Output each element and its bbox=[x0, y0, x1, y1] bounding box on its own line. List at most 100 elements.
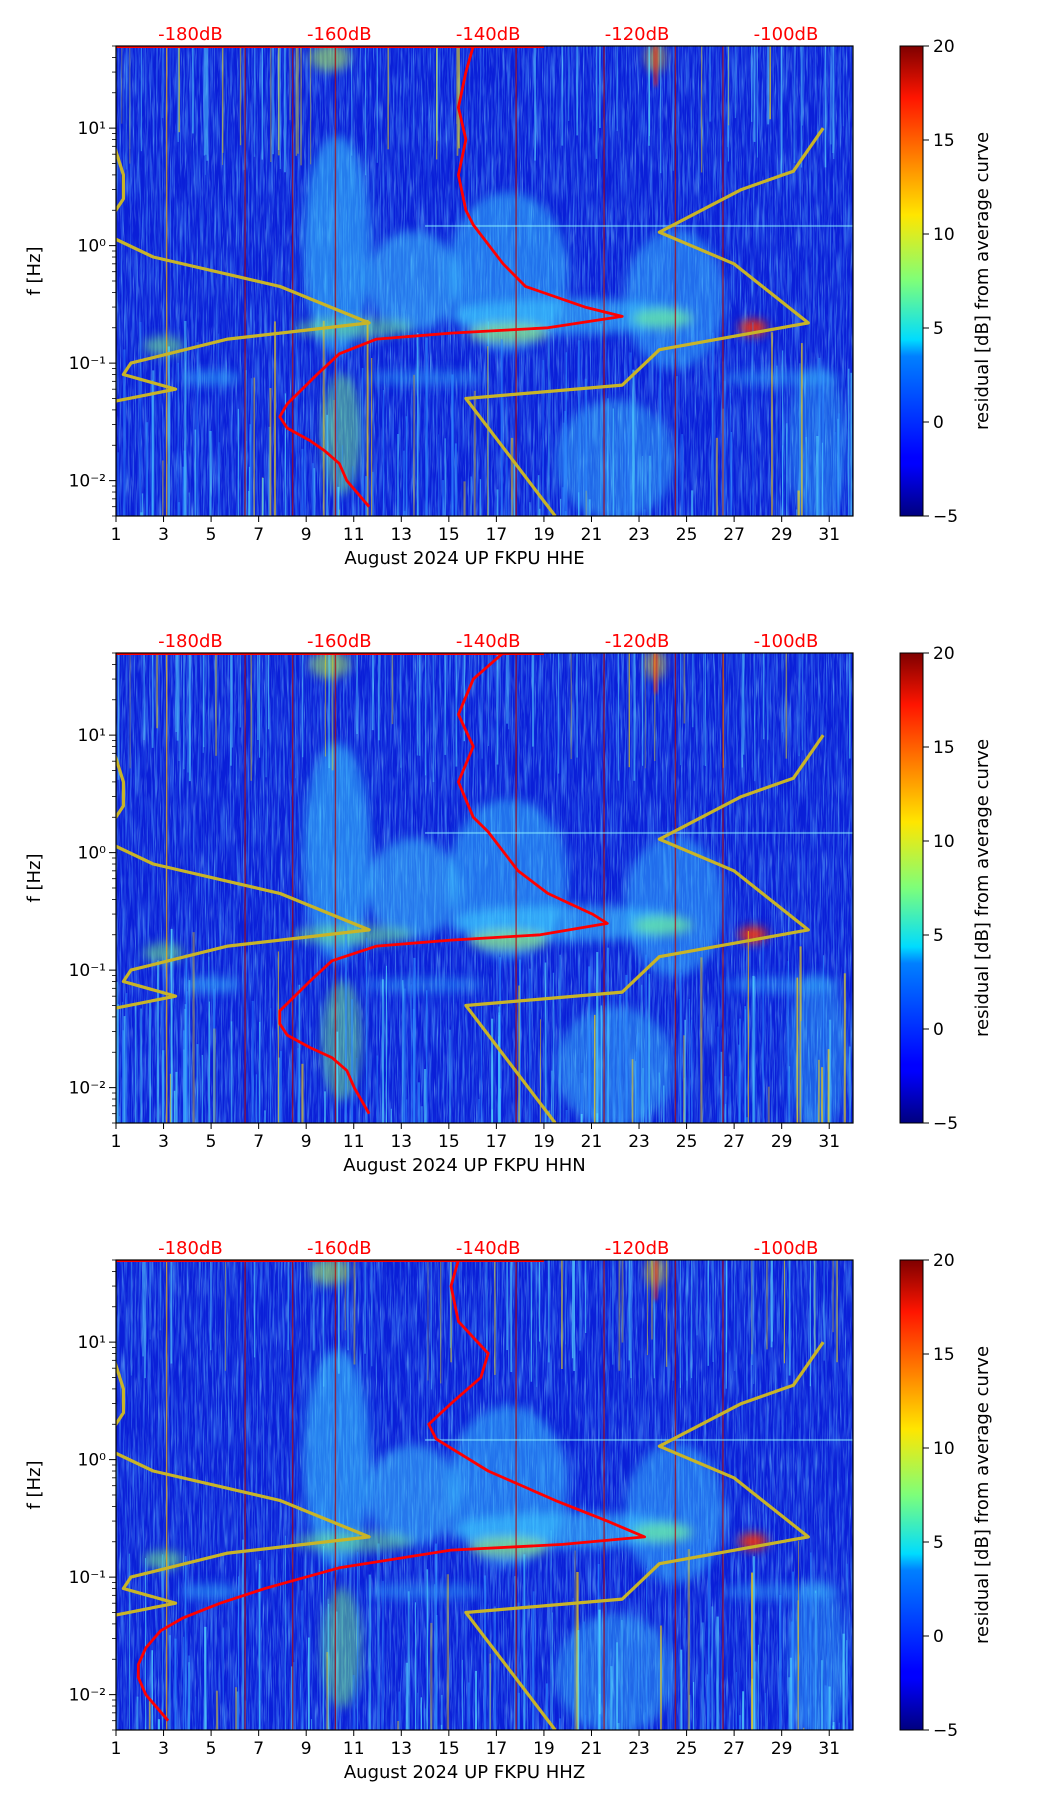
spectrogram bbox=[116, 653, 853, 1123]
streak bbox=[548, 330, 550, 516]
streak bbox=[130, 1260, 133, 1376]
streak bbox=[344, 1260, 346, 1331]
streak bbox=[788, 1066, 791, 1123]
streak bbox=[493, 1606, 496, 1730]
streak bbox=[402, 980, 404, 1123]
x-tick-label: 3 bbox=[158, 1132, 169, 1152]
streak bbox=[121, 1001, 124, 1123]
streak bbox=[405, 416, 408, 516]
streak bbox=[691, 490, 694, 516]
streak bbox=[735, 1672, 738, 1730]
streak bbox=[607, 398, 609, 516]
streak bbox=[645, 954, 647, 1123]
streak bbox=[572, 1597, 574, 1730]
streak bbox=[669, 1560, 672, 1730]
streak bbox=[842, 46, 844, 127]
streak bbox=[398, 1691, 400, 1730]
streak bbox=[162, 1050, 165, 1123]
streak bbox=[259, 1021, 261, 1123]
streak bbox=[491, 1018, 494, 1123]
y-tick-label: 10⁻¹ bbox=[69, 961, 106, 981]
streak bbox=[248, 466, 250, 516]
streak bbox=[588, 499, 591, 516]
streak bbox=[739, 1715, 741, 1730]
streak bbox=[621, 1260, 624, 1343]
streak bbox=[264, 1110, 266, 1123]
streak bbox=[746, 1117, 749, 1123]
energy-blob bbox=[365, 369, 486, 386]
streak bbox=[481, 653, 483, 759]
streak bbox=[237, 408, 239, 516]
streak bbox=[284, 393, 286, 516]
streak bbox=[691, 1019, 693, 1123]
streak bbox=[430, 1622, 433, 1730]
energy-blob bbox=[293, 924, 414, 945]
streak bbox=[426, 1569, 429, 1730]
event-line bbox=[244, 46, 246, 516]
top-db-label: -140dB bbox=[456, 24, 521, 45]
streak bbox=[182, 1636, 185, 1730]
streak bbox=[136, 1696, 139, 1730]
streak bbox=[478, 1099, 480, 1123]
streak bbox=[763, 653, 765, 740]
streak bbox=[446, 1574, 449, 1730]
streak bbox=[532, 653, 534, 747]
x-tick-label: 5 bbox=[206, 525, 217, 545]
x-tick-label: 25 bbox=[676, 525, 698, 545]
event-line bbox=[334, 1260, 337, 1730]
x-tick-label: 25 bbox=[676, 1739, 698, 1759]
x-tick-label: 29 bbox=[771, 1739, 793, 1759]
streak bbox=[177, 46, 179, 142]
top-db-label: -180dB bbox=[158, 631, 223, 652]
streak bbox=[565, 1260, 566, 1345]
x-tick-label: 15 bbox=[438, 1132, 460, 1152]
x-tick-label: 3 bbox=[158, 1739, 169, 1759]
streak bbox=[529, 502, 531, 516]
streak bbox=[397, 1720, 400, 1730]
streak bbox=[659, 1625, 662, 1730]
x-tick-label: 5 bbox=[206, 1132, 217, 1152]
streak bbox=[832, 1725, 835, 1730]
streak bbox=[438, 434, 440, 516]
streak bbox=[834, 432, 837, 516]
streak bbox=[403, 450, 405, 516]
streak bbox=[206, 46, 209, 161]
streak bbox=[426, 990, 428, 1123]
streak bbox=[571, 1260, 574, 1359]
event-line bbox=[722, 653, 724, 1123]
x-tick-label: 19 bbox=[533, 525, 555, 545]
streak bbox=[196, 1044, 199, 1123]
streak bbox=[333, 385, 336, 516]
streak bbox=[717, 1026, 719, 1123]
streak bbox=[680, 653, 682, 766]
streak bbox=[796, 977, 799, 1123]
streak bbox=[489, 1653, 492, 1730]
x-tick-label: 17 bbox=[486, 525, 508, 545]
streak bbox=[648, 46, 650, 146]
streak bbox=[183, 653, 185, 770]
streak bbox=[849, 653, 851, 759]
streak bbox=[434, 1584, 436, 1730]
streak bbox=[693, 1681, 695, 1730]
colorbar-tick-label: −5 bbox=[933, 1114, 958, 1134]
streak bbox=[583, 1621, 585, 1730]
streak bbox=[391, 653, 394, 725]
streak bbox=[621, 1684, 623, 1730]
energy-blob bbox=[787, 1579, 848, 1730]
streak bbox=[149, 1002, 151, 1123]
streak bbox=[830, 46, 832, 145]
x-tick-label: 9 bbox=[301, 1739, 312, 1759]
x-tick-label: 11 bbox=[343, 1739, 365, 1759]
streak bbox=[341, 445, 343, 516]
streak bbox=[800, 343, 803, 516]
streak bbox=[518, 985, 520, 1123]
streak bbox=[157, 1719, 161, 1730]
x-tick-label: 17 bbox=[486, 1132, 508, 1152]
streak bbox=[390, 1108, 392, 1123]
streak bbox=[584, 1714, 587, 1730]
streak bbox=[676, 376, 678, 516]
streak bbox=[210, 1260, 212, 1351]
streak bbox=[821, 1660, 823, 1730]
streak bbox=[347, 1260, 349, 1351]
